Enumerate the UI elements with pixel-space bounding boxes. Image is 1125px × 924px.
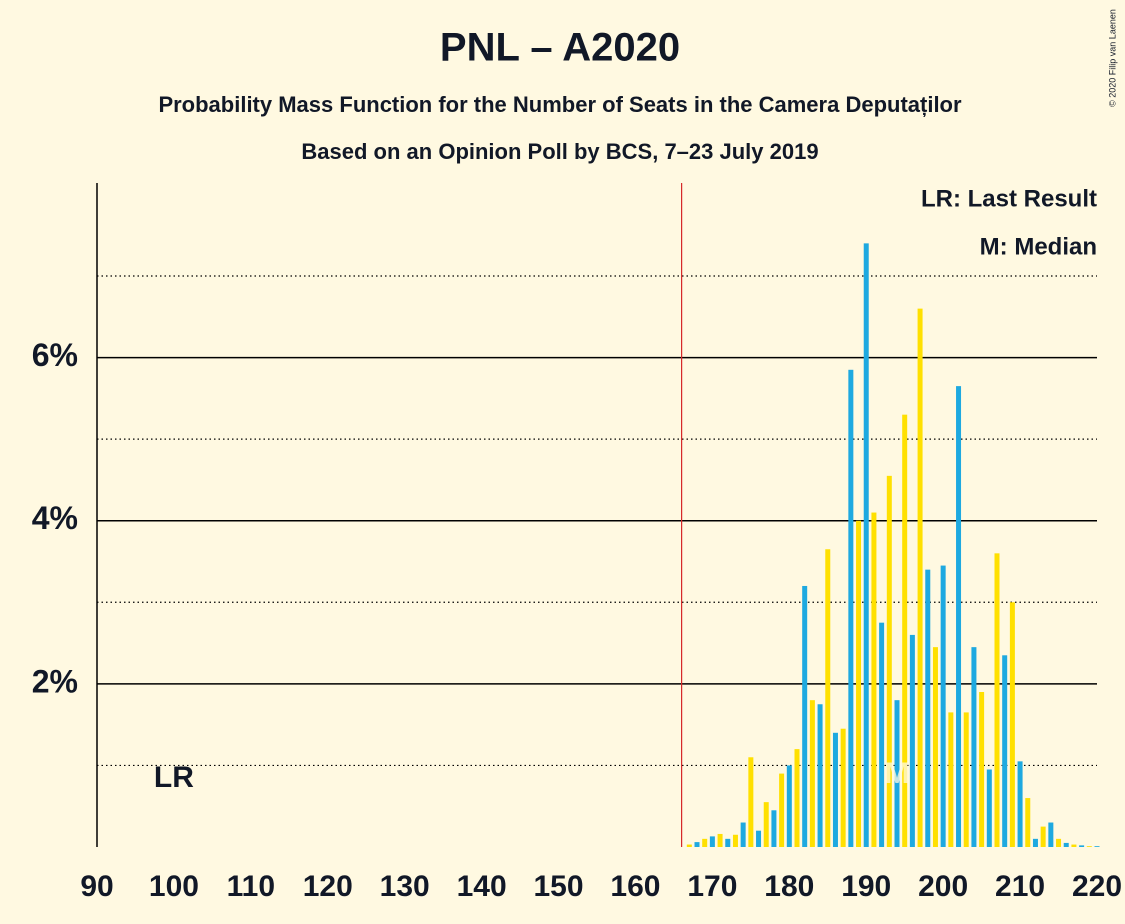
bar bbox=[748, 757, 754, 847]
bar bbox=[1040, 826, 1046, 847]
bar bbox=[879, 622, 885, 847]
bar bbox=[917, 308, 923, 848]
bar bbox=[1025, 798, 1031, 847]
median-label: M bbox=[885, 757, 910, 790]
bar bbox=[1032, 838, 1038, 847]
bar bbox=[702, 838, 708, 847]
x-tick-label: 120 bbox=[303, 870, 353, 903]
bar bbox=[779, 773, 785, 847]
bar bbox=[863, 243, 869, 847]
bar bbox=[956, 386, 962, 847]
bar bbox=[694, 842, 700, 847]
x-tick-label: 90 bbox=[80, 870, 113, 903]
bar bbox=[840, 728, 846, 847]
x-tick-label: 110 bbox=[227, 870, 275, 903]
legend-entry: M: Median bbox=[980, 233, 1097, 260]
bar bbox=[932, 647, 938, 847]
bar bbox=[740, 822, 746, 847]
bar bbox=[725, 838, 731, 847]
bar bbox=[1002, 655, 1008, 847]
bar bbox=[1071, 844, 1077, 847]
x-tick-label: 130 bbox=[380, 870, 430, 903]
copyright: © 2020 Filip van Laenen bbox=[1107, 9, 1117, 107]
y-tick-label: 6% bbox=[32, 337, 78, 373]
bar bbox=[786, 765, 792, 847]
bar bbox=[771, 810, 777, 847]
bar bbox=[909, 634, 915, 847]
bar bbox=[979, 692, 985, 847]
bar bbox=[825, 549, 831, 847]
bar bbox=[802, 585, 808, 847]
bar bbox=[1056, 838, 1062, 847]
last-result-label: LR bbox=[154, 761, 194, 794]
x-tick-label: 190 bbox=[841, 870, 891, 903]
x-tick-label: 100 bbox=[149, 870, 199, 903]
x-tick-label: 170 bbox=[687, 870, 737, 903]
bar bbox=[717, 833, 723, 847]
bar bbox=[902, 414, 908, 847]
bar bbox=[732, 834, 738, 847]
bar bbox=[1094, 846, 1100, 847]
bar bbox=[948, 712, 954, 847]
bar bbox=[986, 769, 992, 847]
bar bbox=[994, 553, 1000, 847]
bar bbox=[832, 732, 838, 847]
bar bbox=[856, 520, 862, 847]
x-tick-label: 180 bbox=[764, 870, 814, 903]
x-tick-label: 210 bbox=[995, 870, 1045, 903]
bar bbox=[809, 700, 815, 847]
bar bbox=[871, 512, 877, 847]
bar bbox=[894, 700, 900, 847]
x-tick-label: 150 bbox=[534, 870, 584, 903]
bar bbox=[794, 749, 800, 847]
bar bbox=[848, 369, 854, 847]
bar bbox=[817, 704, 823, 847]
bar bbox=[763, 802, 769, 847]
chart-subtitle: Probability Mass Function for the Number… bbox=[158, 92, 962, 117]
x-tick-label: 160 bbox=[610, 870, 660, 903]
bar bbox=[963, 712, 969, 847]
bar bbox=[886, 475, 892, 847]
y-tick-label: 2% bbox=[32, 663, 78, 699]
x-tick-label: 220 bbox=[1072, 870, 1122, 903]
bar bbox=[925, 569, 931, 847]
bar bbox=[1086, 846, 1092, 847]
bar bbox=[971, 647, 977, 847]
bar bbox=[1009, 602, 1015, 847]
x-tick-label: 200 bbox=[918, 870, 968, 903]
bar bbox=[686, 844, 692, 847]
bar bbox=[1017, 761, 1023, 847]
bar bbox=[1079, 845, 1085, 847]
legend-entry: LR: Last Result bbox=[921, 185, 1097, 212]
chart-subtitle: Based on an Opinion Poll by BCS, 7–23 Ju… bbox=[301, 139, 818, 164]
chart-title: PNL – A2020 bbox=[440, 26, 680, 70]
bar bbox=[709, 836, 715, 847]
bar bbox=[940, 565, 946, 847]
y-tick-label: 4% bbox=[32, 500, 78, 536]
bar bbox=[756, 830, 762, 847]
bar bbox=[1048, 822, 1054, 847]
bar bbox=[1063, 842, 1069, 847]
x-tick-label: 140 bbox=[457, 870, 507, 903]
